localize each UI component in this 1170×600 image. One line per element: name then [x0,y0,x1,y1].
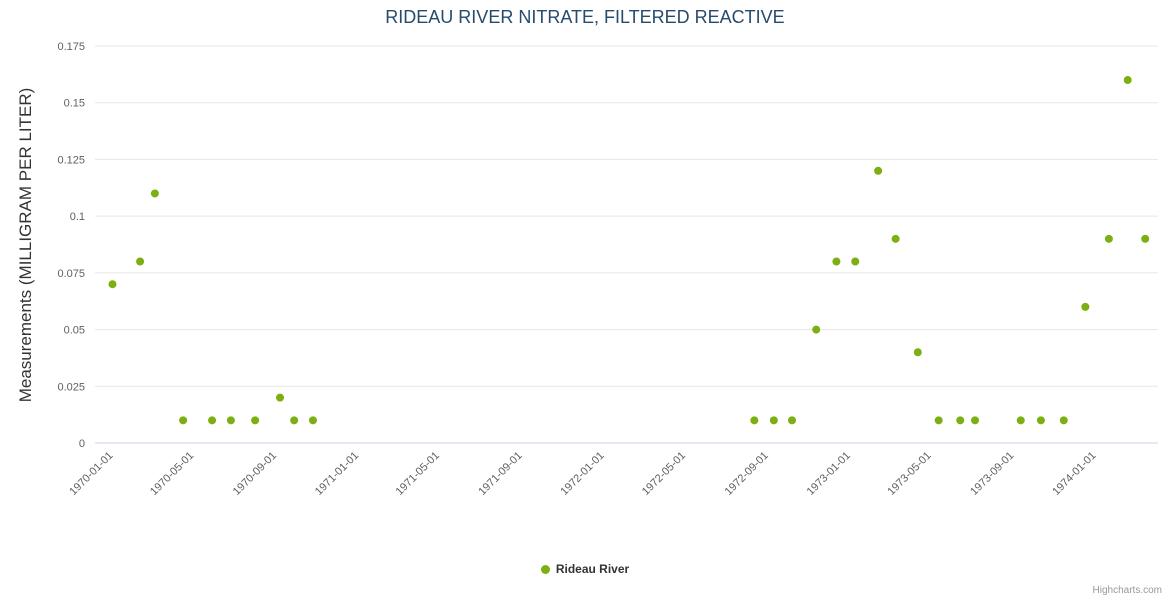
data-point[interactable] [108,280,117,289]
x-tick-label: 1974-01-01 [1050,450,1098,498]
data-point[interactable] [750,416,759,425]
y-tick-label: 0.125 [57,154,85,166]
data-point[interactable] [851,257,860,266]
x-tick-label: 1971-05-01 [394,450,442,498]
data-point[interactable] [812,325,821,334]
chart-title: RIDEAU RIVER NITRATE, FILTERED REACTIVE [385,7,785,27]
data-point[interactable] [308,416,317,425]
y-tick-label: 0.175 [57,41,85,53]
y-tick-label: 0.025 [57,381,85,393]
x-tick-label: 1972-01-01 [558,450,606,498]
x-tick-label: 1971-09-01 [476,450,524,498]
data-point[interactable] [1123,76,1132,85]
data-point[interactable] [874,166,883,175]
x-tick-label: 1970-01-01 [67,450,115,498]
data-point[interactable] [971,416,980,425]
data-point[interactable] [832,257,841,266]
data-point[interactable] [136,257,145,266]
x-tick-label: 1971-01-01 [313,450,361,498]
data-point[interactable] [956,416,965,425]
data-point[interactable] [150,189,159,198]
data-point[interactable] [276,393,285,402]
data-point[interactable] [1036,416,1045,425]
data-point[interactable] [913,348,922,357]
data-point[interactable] [1141,234,1150,243]
x-tick-label: 1970-09-01 [231,450,279,498]
x-tick-label: 1973-09-01 [968,450,1016,498]
x-tick-label: 1972-09-01 [723,450,771,498]
y-tick-label: 0.05 [64,325,85,337]
data-point[interactable] [290,416,299,425]
x-tick-label: 1973-05-01 [885,450,933,498]
y-tick-label: 0.15 [64,98,85,110]
data-point[interactable] [226,416,235,425]
data-point[interactable] [934,416,943,425]
data-point[interactable] [1104,234,1113,243]
y-tick-label: 0.1 [70,211,85,223]
data-point[interactable] [1016,416,1025,425]
x-tick-label: 1972-05-01 [640,450,688,498]
legend-label: Rideau River [555,562,630,576]
legend: Rideau River [0,562,1170,576]
legend-item-rideau-river[interactable]: Rideau River [540,562,630,576]
data-point[interactable] [1081,302,1090,311]
data-point[interactable] [251,416,260,425]
highcharts-credits-link[interactable]: Highcharts.com [1092,585,1162,596]
legend-marker-icon [540,564,550,574]
data-point[interactable] [179,416,188,425]
y-tick-label: 0.075 [57,268,85,280]
data-point[interactable] [891,234,900,243]
data-point[interactable] [1059,416,1068,425]
x-tick-label: 1973-01-01 [805,450,853,498]
x-tick-label: 1970-05-01 [148,450,196,498]
data-point[interactable] [208,416,217,425]
data-point[interactable] [769,416,778,425]
y-tick-label: 0 [79,438,85,450]
data-point[interactable] [788,416,797,425]
